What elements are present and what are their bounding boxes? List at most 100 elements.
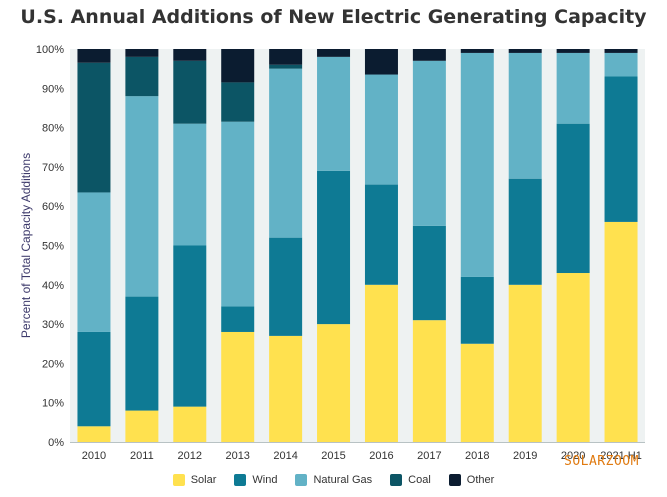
y-tick-label: 90% bbox=[42, 83, 64, 95]
bar-solar-2010 bbox=[77, 426, 111, 442]
y-axis-label: Percent of Total Capacity Additions bbox=[19, 153, 33, 338]
legend-swatch bbox=[234, 474, 247, 486]
bar-coal-2014 bbox=[269, 64, 303, 69]
plot-background bbox=[70, 49, 645, 442]
bar-other-2016 bbox=[364, 49, 398, 75]
x-tick-label: 2015 bbox=[321, 450, 345, 462]
bar-natural-gas-2016 bbox=[364, 74, 398, 185]
x-tick-label: 2020 bbox=[561, 450, 585, 462]
legend-label: Wind bbox=[252, 474, 278, 486]
x-axis-ticks: 2010 2011 2012 2013 2014 2015 2016 2017 2018 2019… bbox=[82, 450, 642, 462]
x-tick-label: 2012 bbox=[178, 450, 202, 462]
y-tick-label: 20% bbox=[42, 358, 64, 370]
x-tick-label: 2010 bbox=[82, 450, 106, 462]
y-tick-label: 100% bbox=[36, 44, 64, 56]
legend-label: Solar bbox=[190, 474, 217, 486]
y-tick-label: 60% bbox=[42, 201, 64, 213]
bar-wind-2010 bbox=[77, 331, 111, 427]
x-tick-label: 2018 bbox=[465, 450, 489, 462]
bar-natural-gas-2020 bbox=[556, 52, 590, 124]
x-tick-label: 2013 bbox=[225, 450, 249, 462]
bar-other-2011 bbox=[125, 49, 159, 57]
y-tick-label: 50% bbox=[42, 241, 64, 253]
bar-other-2015 bbox=[317, 49, 351, 57]
bar-wind-2018 bbox=[460, 276, 494, 344]
bar-coal-2012 bbox=[173, 60, 207, 124]
bar-other-2018 bbox=[460, 49, 494, 53]
y-tick-label: 30% bbox=[42, 319, 64, 331]
x-tick-label: 2019 bbox=[513, 450, 537, 462]
legend-swatch bbox=[295, 474, 308, 486]
bar-solar-2011 bbox=[125, 410, 159, 442]
y-tick-label: 70% bbox=[42, 162, 64, 174]
bar-other-2021-h1 bbox=[604, 49, 638, 53]
bar-natural-gas-2018 bbox=[460, 52, 494, 277]
x-tick-label: 2014 bbox=[273, 450, 297, 462]
x-tick-label: 2016 bbox=[369, 450, 393, 462]
bar-coal-2010 bbox=[77, 62, 111, 193]
bar-solar-2018 bbox=[460, 343, 494, 442]
y-tick-label: 40% bbox=[42, 280, 64, 292]
y-tick-label: 0% bbox=[48, 437, 64, 449]
legend-label: Other bbox=[466, 474, 495, 486]
bar-natural-gas-2013 bbox=[221, 121, 255, 307]
x-tick-label: 2017 bbox=[417, 450, 441, 462]
bar-natural-gas-2010 bbox=[77, 192, 111, 332]
bar-solar-2014 bbox=[269, 335, 303, 442]
legend-swatch bbox=[390, 474, 403, 486]
bar-solar-2017 bbox=[412, 320, 446, 442]
bar-other-2013 bbox=[221, 49, 255, 83]
bar-natural-gas-2012 bbox=[173, 123, 207, 246]
legend-swatch bbox=[172, 474, 185, 486]
bar-other-2014 bbox=[269, 49, 303, 65]
bar-natural-gas-2011 bbox=[125, 96, 159, 297]
legend-swatch bbox=[448, 474, 461, 486]
chart-title: U.S. Annual Additions of New Electric Ge… bbox=[20, 6, 647, 28]
bar-natural-gas-2019 bbox=[508, 52, 542, 179]
legend-item-other[interactable]: Other bbox=[448, 474, 495, 486]
bar-other-2019 bbox=[508, 49, 542, 53]
bar-solar-2019 bbox=[508, 284, 542, 442]
bar-solar-2020 bbox=[556, 273, 590, 442]
x-tick-label: 2011 bbox=[130, 450, 154, 462]
bar-natural-gas-2017 bbox=[412, 60, 446, 226]
bar-wind-2020 bbox=[556, 123, 590, 274]
bar-wind-2017 bbox=[412, 225, 446, 321]
bar-wind-2013 bbox=[221, 306, 255, 332]
y-axis-ticks: 0% 10% 20% 30% 40% 50% 60% 70% 80% 90% 100% bbox=[36, 44, 64, 449]
legend-item-natural-gas[interactable]: Natural Gas bbox=[295, 474, 372, 486]
bar-natural-gas-2015 bbox=[317, 56, 351, 171]
bar-solar-2012 bbox=[173, 406, 207, 442]
bar-wind-2011 bbox=[125, 296, 159, 411]
watermark: SOLARZOOM bbox=[564, 454, 639, 469]
legend-item-solar[interactable]: Solar bbox=[172, 474, 217, 486]
bar-natural-gas-2014 bbox=[269, 68, 303, 238]
bars-group bbox=[77, 49, 638, 442]
bar-coal-2011 bbox=[125, 56, 159, 97]
legend-label: Coal bbox=[408, 474, 431, 486]
bar-solar-2013 bbox=[221, 331, 255, 442]
bar-other-2020 bbox=[556, 49, 590, 53]
bar-solar-2016 bbox=[364, 284, 398, 442]
y-tick-label: 10% bbox=[42, 398, 64, 410]
bar-wind-2021-h1 bbox=[604, 76, 638, 222]
bar-solar-2015 bbox=[317, 324, 351, 442]
legend-item-wind[interactable]: Wind bbox=[234, 474, 277, 486]
bar-wind-2019 bbox=[508, 178, 542, 285]
bar-natural-gas-2021-h1 bbox=[604, 52, 638, 77]
x-tick-label: 2021 H1 bbox=[600, 450, 642, 462]
bar-coal-2013 bbox=[221, 82, 255, 122]
bar-wind-2014 bbox=[269, 237, 303, 336]
legend-label: Natural Gas bbox=[313, 474, 373, 486]
legend: Solar Wind Natural Gas Coal Other bbox=[0, 474, 667, 486]
bar-wind-2015 bbox=[317, 170, 351, 325]
bar-other-2012 bbox=[173, 49, 207, 61]
y-tick-label: 80% bbox=[42, 123, 64, 135]
bar-wind-2012 bbox=[173, 245, 207, 407]
bar-other-2010 bbox=[77, 49, 111, 63]
bar-wind-2016 bbox=[364, 184, 398, 285]
bar-other-2017 bbox=[412, 49, 446, 61]
legend-item-coal[interactable]: Coal bbox=[390, 474, 431, 486]
bar-solar-2021-h1 bbox=[604, 221, 638, 442]
